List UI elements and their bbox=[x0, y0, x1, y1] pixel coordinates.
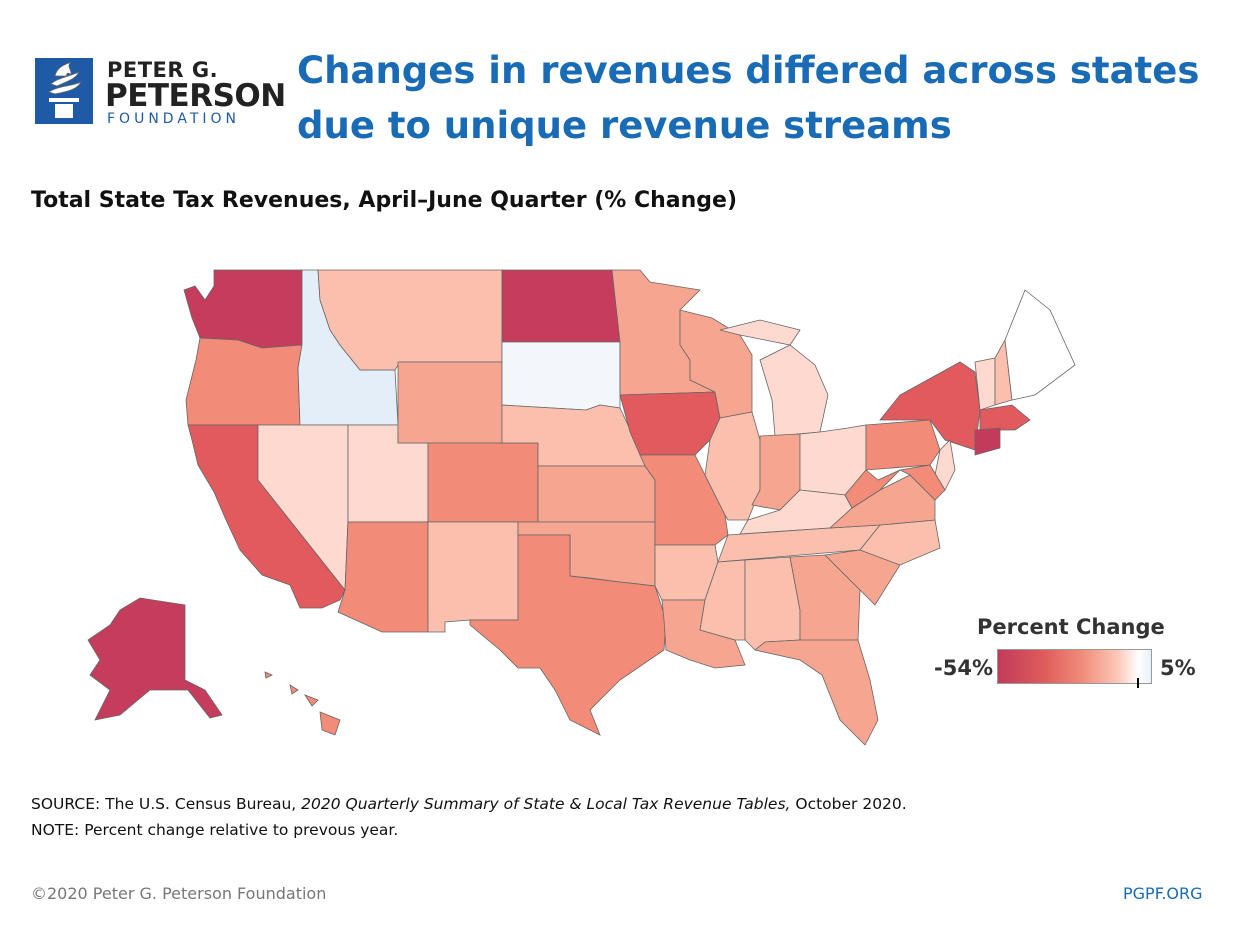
legend-title: Percent Change bbox=[977, 615, 1165, 639]
state-wyoming bbox=[397, 361, 503, 444]
legend-color-scale bbox=[997, 649, 1152, 684]
note-line: NOTE: Percent change relative to prevous… bbox=[31, 821, 399, 839]
state-alabama bbox=[744, 556, 801, 651]
state-michigan bbox=[719, 319, 829, 437]
state-alaska bbox=[87, 597, 223, 721]
state-pennsylvania bbox=[865, 419, 941, 471]
state-arizona bbox=[337, 521, 429, 633]
state-new-jersey bbox=[934, 439, 956, 491]
state-maine bbox=[1004, 289, 1076, 401]
torch-logo-icon bbox=[35, 58, 93, 124]
state-colorado bbox=[427, 442, 539, 523]
state-massachusetts bbox=[979, 404, 1031, 431]
foundation-logo[interactable]: PETER G. PETERSON FOUNDATION bbox=[35, 58, 286, 130]
us-choropleth-map bbox=[87, 269, 1076, 746]
state-kansas bbox=[537, 465, 656, 523]
state-texas bbox=[469, 534, 667, 736]
state-south-carolina bbox=[824, 549, 901, 606]
state-north-carolina bbox=[859, 519, 941, 566]
state-connecticut bbox=[974, 427, 1001, 456]
state-washington bbox=[183, 269, 303, 349]
legend-min-label: -54% bbox=[934, 656, 993, 680]
state-hawaii bbox=[264, 671, 341, 736]
site-link[interactable]: PGPF.ORG bbox=[1123, 884, 1203, 903]
state-florida bbox=[754, 639, 879, 746]
copyright: ©2020 Peter G. Peterson Foundation bbox=[31, 884, 327, 903]
logo-line-3: FOUNDATION bbox=[107, 111, 240, 127]
legend-max-label: 5% bbox=[1160, 656, 1196, 680]
state-south-dakota bbox=[501, 341, 621, 411]
source-suffix: October 2020. bbox=[790, 795, 907, 813]
logo-line-1: PETER G. bbox=[107, 58, 219, 82]
map-subtitle: Total State Tax Revenues, April–June Qua… bbox=[31, 188, 738, 213]
source-title: 2020 Quarterly Summary of State & Local … bbox=[301, 795, 791, 813]
headline: Changes in revenues differed across stat… bbox=[297, 49, 1200, 147]
state-illinois bbox=[704, 411, 761, 521]
state-north-dakota bbox=[501, 269, 621, 343]
logo-line-2: PETERSON bbox=[105, 78, 286, 114]
source-prefix: SOURCE: The U.S. Census Bureau, bbox=[31, 795, 302, 813]
source-line: SOURCE: The U.S. Census Bureau, 2020 Qua… bbox=[31, 795, 907, 813]
state-new-mexico bbox=[427, 521, 519, 633]
state-delaware-maryland bbox=[898, 464, 946, 501]
state-oregon bbox=[185, 337, 303, 426]
legend-zero-tick bbox=[1137, 678, 1139, 688]
